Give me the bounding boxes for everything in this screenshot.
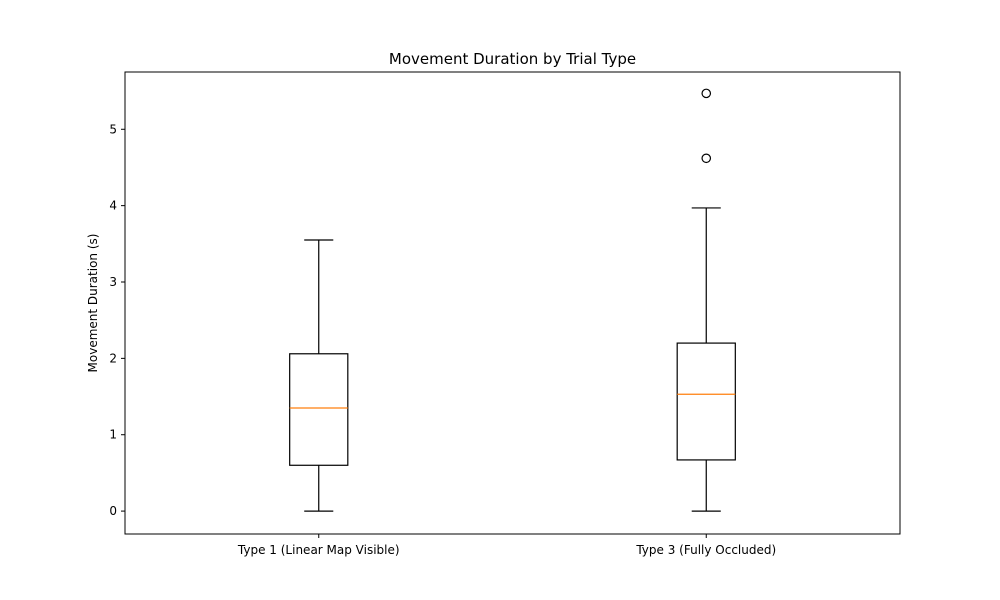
outlier-point [701, 153, 712, 164]
outlier-point [701, 88, 712, 99]
chart-title: Movement Duration by Trial Type [389, 50, 636, 68]
box-iqr [289, 353, 349, 466]
x-tick-label: Type 1 (Linear Map Visible) [237, 543, 400, 557]
x-tick-label: Type 3 (Fully Occluded) [635, 543, 776, 557]
y-tick-label: 3 [109, 275, 117, 289]
plot-area-frame [124, 71, 901, 535]
box-plot-series [289, 88, 736, 512]
y-tick-label: 5 [109, 122, 117, 136]
box-group [676, 88, 736, 512]
y-axis-label: Movement Duration (s) [86, 234, 100, 373]
y-tick-label: 2 [109, 351, 117, 365]
y-tick-label: 0 [109, 504, 117, 518]
box-iqr [676, 342, 736, 461]
y-tick-label: 4 [109, 199, 117, 213]
y-axis: 0 1 2 3 4 5 [109, 122, 125, 518]
y-tick-label: 1 [109, 428, 117, 442]
box-group [289, 239, 349, 512]
x-axis: Type 1 (Linear Map Visible) Type 3 (Fully… [237, 534, 776, 557]
